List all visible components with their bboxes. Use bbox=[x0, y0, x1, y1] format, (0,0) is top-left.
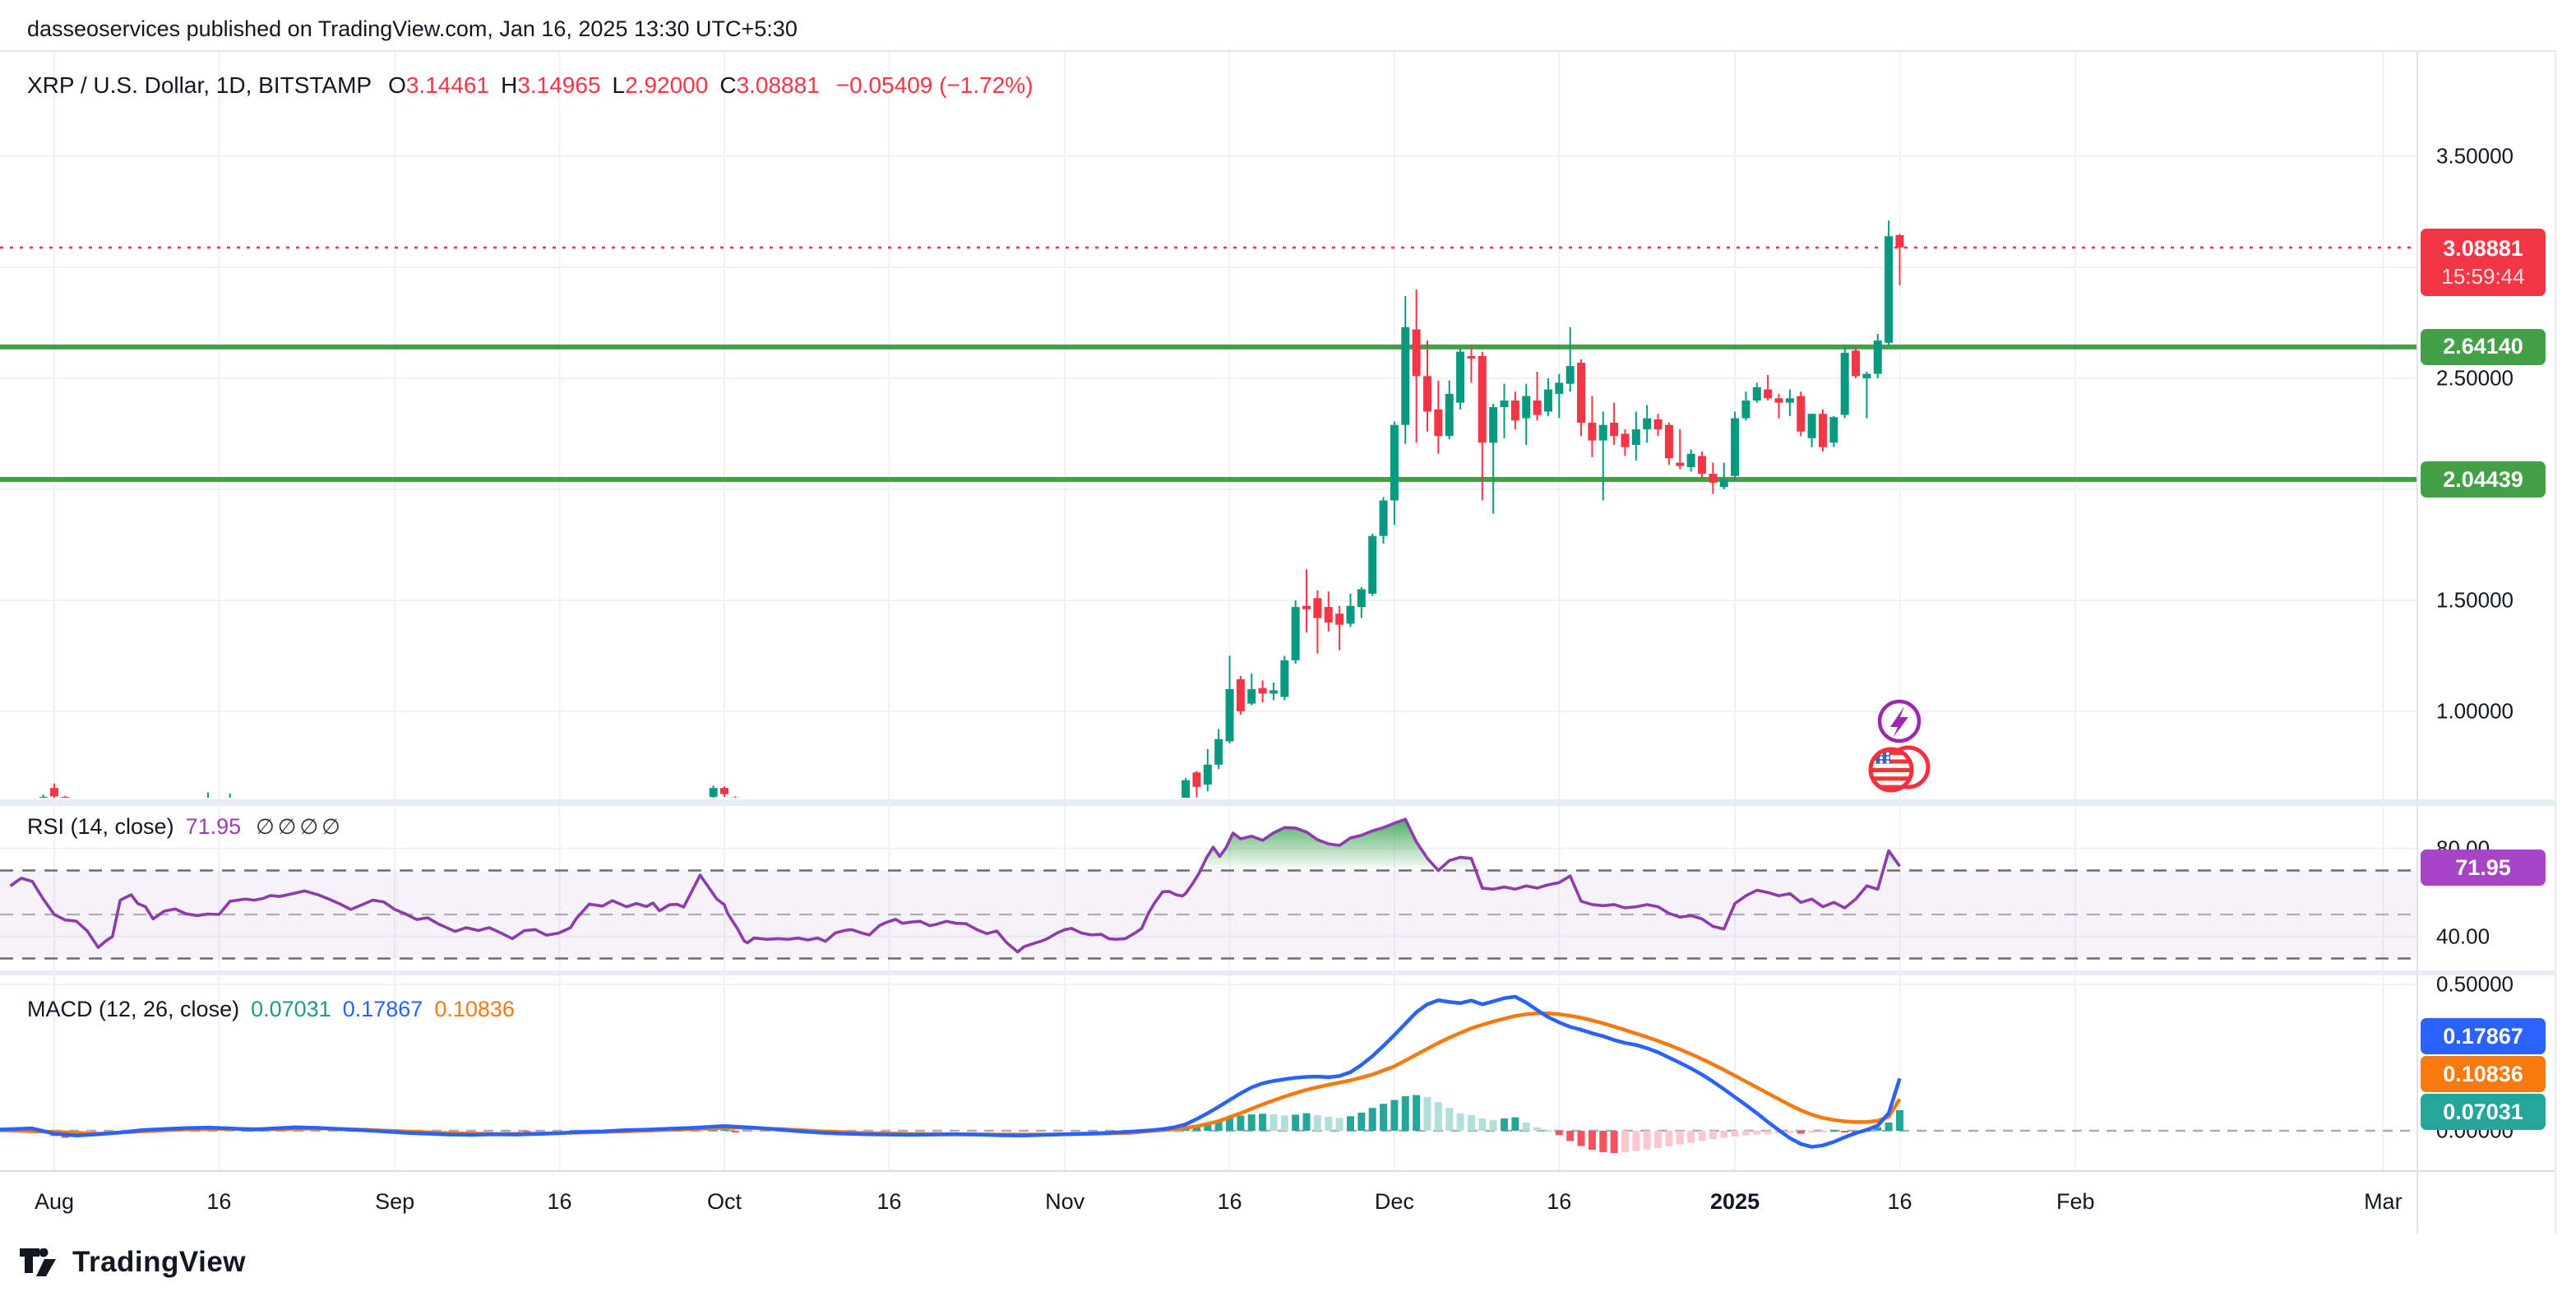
last-price-badge: 3.08881 15:59:44 bbox=[2421, 229, 2546, 297]
rsi-empty-slot: ∅ bbox=[277, 814, 297, 839]
level-badge-1: 2.64140 bbox=[2421, 328, 2546, 365]
attribution-text: dasseoservices published on TradingView.… bbox=[27, 16, 798, 41]
macd-hist-badge: 0.07031 bbox=[2421, 1094, 2546, 1130]
macd-hist-value: 0.07031 bbox=[251, 997, 331, 1021]
time-tick-2025: 2025 bbox=[1710, 1189, 1760, 1214]
ohlc-close: C 3.08881 bbox=[719, 72, 820, 98]
ohlc-open: O 3.14461 bbox=[388, 72, 490, 98]
level-badge-2: 2.04439 bbox=[2421, 461, 2546, 498]
macd-line-value: 0.17867 bbox=[342, 997, 423, 1021]
symbol-legend[interactable]: XRP / U.S. Dollar, 1D, BITSTAMP O 3.14461… bbox=[27, 72, 1034, 99]
rsi-value-badge: 71.95 bbox=[2421, 850, 2546, 887]
time-tick-16: 16 bbox=[876, 1189, 902, 1214]
time-tick-nov: Nov bbox=[1045, 1189, 1085, 1214]
time-tick-oct: Oct bbox=[706, 1189, 742, 1214]
time-tick-16: 16 bbox=[206, 1189, 232, 1214]
rsi-pane bbox=[0, 817, 2417, 960]
time-tick-16: 16 bbox=[547, 1189, 572, 1214]
rsi-scale-label: 40.00 bbox=[2436, 924, 2490, 949]
price-scale-label: 1.50000 bbox=[2436, 587, 2514, 613]
rsi-empty-slots: ∅ ∅ ∅ ∅ bbox=[252, 814, 340, 840]
price-scale-label: 1.00000 bbox=[2436, 698, 2514, 724]
brand-name: TradingView bbox=[72, 1246, 247, 1278]
time-tick-16: 16 bbox=[1887, 1189, 1912, 1214]
time-tick-dec: Dec bbox=[1374, 1189, 1414, 1214]
macd-signal-value: 0.10836 bbox=[434, 997, 515, 1021]
symbol-title: XRP / U.S. Dollar, 1D, BITSTAMP bbox=[27, 72, 372, 98]
change-value: −0.05409 (−1.72%) bbox=[835, 72, 1034, 98]
price-pane bbox=[0, 220, 2417, 798]
time-tick-16: 16 bbox=[1547, 1189, 1572, 1214]
tradingview-logo-icon bbox=[20, 1248, 56, 1276]
pane-separators[interactable] bbox=[0, 50, 2556, 1234]
macd-line-badge: 0.17867 bbox=[2421, 1018, 2546, 1054]
macd-legend[interactable]: MACD (12, 26, close) 0.07031 0.17867 0.1… bbox=[27, 997, 515, 1022]
rsi-empty-slot: ∅ bbox=[299, 814, 319, 839]
time-tick-16: 16 bbox=[1217, 1189, 1242, 1214]
price-scale-label: 2.50000 bbox=[2436, 365, 2514, 391]
time-tick-sep: Sep bbox=[375, 1189, 415, 1214]
tradingview-logo[interactable]: TradingView bbox=[20, 1246, 246, 1279]
macd-title: MACD (12, 26, close) bbox=[27, 997, 240, 1021]
rsi-empty-slot: ∅ bbox=[321, 814, 340, 839]
event-icons[interactable] bbox=[1868, 699, 1931, 793]
ohlc-low: L 2.92000 bbox=[612, 72, 709, 98]
price-scale-label: 3.50000 bbox=[2436, 143, 2514, 169]
ohlc-high: H 3.14965 bbox=[501, 72, 601, 98]
time-tick-aug: Aug bbox=[34, 1189, 75, 1214]
macd-signal-badge: 0.10836 bbox=[2421, 1056, 2546, 1092]
time-tick-feb: Feb bbox=[2056, 1189, 2095, 1214]
macd-pane bbox=[0, 994, 2417, 1154]
rsi-value: 71.95 bbox=[185, 814, 242, 839]
macd-scale-label: 0.50000 bbox=[2436, 971, 2514, 997]
rsi-legend[interactable]: RSI (14, close) 71.95 ∅ ∅ ∅ ∅ bbox=[27, 814, 340, 840]
rsi-title: RSI (14, close) bbox=[27, 814, 174, 839]
time-tick-mar: Mar bbox=[2364, 1189, 2403, 1214]
rsi-empty-slot: ∅ bbox=[256, 814, 275, 839]
